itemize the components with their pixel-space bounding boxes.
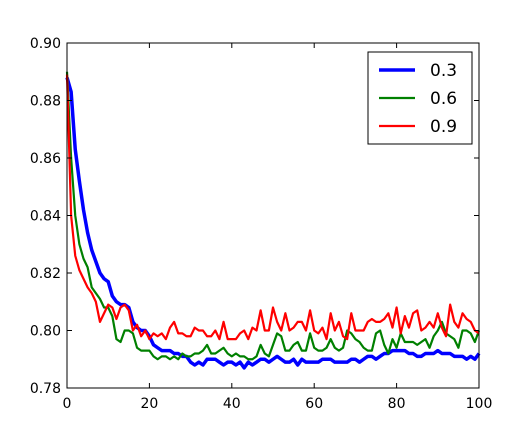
legend-label: 0.9	[430, 117, 457, 137]
legend: 0.3 0.6 0.9	[367, 51, 473, 145]
y-tick-label: 0.90	[30, 36, 61, 52]
y-tick-label: 0.88	[30, 94, 61, 110]
x-tick-label: 40	[223, 396, 241, 412]
legend-label: 0.3	[430, 61, 457, 81]
legend-label: 0.6	[430, 89, 457, 109]
x-tick-label: 100	[466, 396, 493, 412]
axis-ticks: 0 20 40 60 80 100 0.78 0.80 0.82 0.84 0.86 0.88 0.90	[30, 36, 493, 412]
x-tick-label: 80	[388, 396, 406, 412]
x-tick-label: 20	[140, 396, 158, 412]
series-line-0-9	[65, 74, 480, 341]
x-tick-label: 60	[305, 396, 323, 412]
y-tick-label: 0.86	[30, 151, 61, 167]
x-tick-label: 0	[63, 396, 72, 412]
y-tick-label: 0.80	[30, 324, 61, 340]
y-tick-label: 0.84	[30, 209, 61, 225]
series-line-0-6	[65, 71, 481, 361]
y-tick-label: 0.82	[30, 266, 61, 282]
y-tick-label: 0.78	[30, 381, 61, 397]
